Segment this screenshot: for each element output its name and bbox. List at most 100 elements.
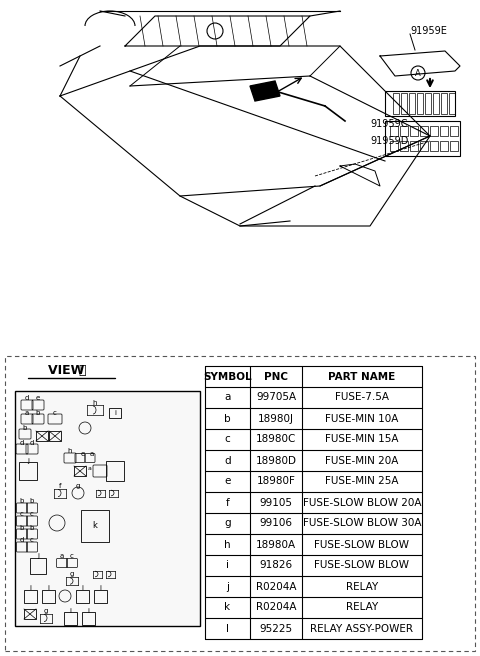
- Text: d: d: [30, 440, 34, 446]
- Bar: [36, 431, 48, 441]
- Bar: [420, 126, 428, 136]
- Text: Ⓐ: Ⓐ: [78, 365, 85, 377]
- Bar: [81, 510, 109, 542]
- Text: d: d: [20, 537, 24, 543]
- Text: 91959E: 91959E: [410, 26, 447, 36]
- Text: j: j: [27, 458, 29, 464]
- Text: j: j: [226, 581, 229, 592]
- Text: e: e: [224, 476, 231, 487]
- Bar: [430, 126, 438, 136]
- Bar: [410, 141, 418, 151]
- Bar: [390, 126, 398, 136]
- Text: d: d: [20, 440, 24, 446]
- Text: h: h: [224, 539, 231, 550]
- Text: i: i: [87, 608, 89, 614]
- Text: k: k: [93, 522, 97, 531]
- Text: 18980A: 18980A: [256, 539, 296, 550]
- Bar: [441, 93, 447, 114]
- Text: 91826: 91826: [259, 560, 293, 571]
- Text: PNC: PNC: [264, 371, 288, 382]
- Text: 95225: 95225: [259, 623, 293, 634]
- Text: i: i: [99, 585, 101, 591]
- Text: g: g: [70, 571, 74, 577]
- Bar: [94, 590, 107, 602]
- Bar: [417, 93, 423, 114]
- Text: i: i: [29, 585, 31, 591]
- Text: b: b: [20, 498, 24, 504]
- Bar: [401, 93, 407, 114]
- Text: g: g: [44, 608, 48, 614]
- Text: FUSE-MIN 25A: FUSE-MIN 25A: [325, 476, 399, 487]
- Text: b: b: [224, 413, 231, 424]
- Text: i: i: [114, 410, 116, 416]
- Text: c: c: [225, 434, 230, 445]
- Text: VIEW: VIEW: [48, 365, 89, 377]
- Text: 18980D: 18980D: [255, 455, 297, 466]
- Bar: [420, 141, 428, 151]
- Text: RELAY: RELAY: [346, 581, 378, 592]
- Text: d: d: [25, 395, 29, 401]
- Text: SYMBOL: SYMBOL: [203, 371, 252, 382]
- Text: l: l: [226, 623, 229, 634]
- Bar: [19, 462, 37, 480]
- Bar: [450, 126, 458, 136]
- Bar: [400, 141, 408, 151]
- Bar: [49, 431, 61, 441]
- Text: i: i: [81, 585, 83, 591]
- Bar: [75, 590, 88, 602]
- Text: A: A: [415, 68, 421, 77]
- Text: i: i: [69, 608, 71, 614]
- Text: R0204A: R0204A: [256, 602, 296, 613]
- Bar: [390, 141, 398, 151]
- Text: a: a: [25, 410, 29, 416]
- Text: a: a: [60, 553, 64, 559]
- Bar: [82, 611, 95, 625]
- Polygon shape: [250, 81, 280, 101]
- Bar: [400, 126, 408, 136]
- Text: 99105: 99105: [260, 497, 292, 508]
- Text: h: h: [93, 400, 97, 406]
- Text: 91959C: 91959C: [370, 119, 408, 129]
- Bar: [425, 93, 431, 114]
- Text: FUSE-SLOW BLOW: FUSE-SLOW BLOW: [314, 560, 409, 571]
- Bar: [15, 391, 200, 626]
- Text: b: b: [20, 525, 24, 531]
- Bar: [449, 93, 455, 114]
- Text: g: g: [224, 518, 231, 529]
- Text: 99106: 99106: [260, 518, 292, 529]
- Text: i: i: [47, 585, 49, 591]
- Text: 91959D: 91959D: [370, 136, 408, 146]
- Text: c: c: [70, 553, 74, 559]
- Bar: [409, 93, 415, 114]
- Text: FUSE-MIN 20A: FUSE-MIN 20A: [325, 455, 399, 466]
- Bar: [24, 609, 36, 619]
- Text: FUSE-SLOW BLOW 30A: FUSE-SLOW BLOW 30A: [303, 518, 421, 529]
- Bar: [24, 590, 36, 602]
- Bar: [5, 356, 475, 651]
- Text: FUSE-MIN 15A: FUSE-MIN 15A: [325, 434, 399, 445]
- Text: c: c: [53, 410, 57, 416]
- Text: FUSE-MIN 10A: FUSE-MIN 10A: [325, 413, 399, 424]
- Bar: [440, 126, 448, 136]
- Text: c: c: [20, 511, 24, 517]
- Text: a: a: [88, 466, 92, 470]
- Text: 18980J: 18980J: [258, 413, 294, 424]
- Text: b: b: [36, 410, 40, 416]
- Bar: [410, 126, 418, 136]
- Text: f: f: [59, 483, 61, 489]
- Bar: [106, 461, 124, 481]
- Text: RELAY: RELAY: [346, 602, 378, 613]
- Text: FUSE-SLOW BLOW 20A: FUSE-SLOW BLOW 20A: [303, 497, 421, 508]
- Bar: [30, 558, 46, 574]
- Text: a: a: [90, 451, 94, 457]
- Bar: [41, 590, 55, 602]
- Text: 99705A: 99705A: [256, 392, 296, 403]
- Text: FUSE-SLOW BLOW: FUSE-SLOW BLOW: [314, 539, 409, 550]
- Text: g: g: [76, 483, 80, 489]
- Text: a: a: [224, 392, 231, 403]
- Bar: [63, 611, 76, 625]
- Text: h: h: [68, 448, 72, 454]
- Text: 18980C: 18980C: [256, 434, 296, 445]
- Text: k: k: [225, 602, 230, 613]
- Text: RELAY ASSY-POWER: RELAY ASSY-POWER: [311, 623, 413, 634]
